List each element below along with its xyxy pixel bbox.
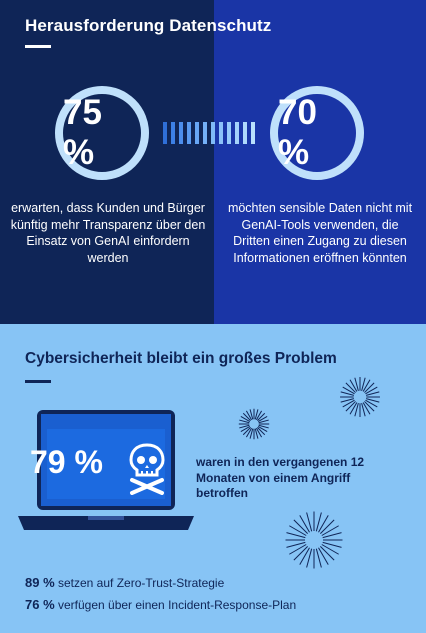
firework-icon — [285, 511, 343, 569]
title-underline — [25, 45, 51, 48]
firework-icon — [340, 377, 380, 417]
section-title-data-protection: Herausforderung Datenschutz — [25, 16, 272, 35]
firework-icon — [238, 408, 270, 440]
fact-item: 89 % setzen auf Zero-Trust-Strategie — [25, 572, 296, 594]
stat-value-right: 70 % — [278, 93, 317, 172]
fact-text: verfügen über einen Incident-Response-Pl… — [57, 598, 297, 612]
stat-ring-right: 70 % — [270, 86, 364, 180]
stat-ring-left: 75 % — [55, 86, 149, 180]
fact-item: 76 % verfügen über einen Incident-Respon… — [25, 594, 296, 616]
fact-value: 89 % — [25, 575, 55, 590]
skull-crossbones-icon — [129, 443, 165, 495]
fact-value: 76 % — [25, 597, 55, 612]
stat-value-main: 79 % — [30, 444, 103, 480]
stat-description-right: möchten sensible Daten nicht mit GenAI-T… — [227, 201, 413, 265]
connector-bars-icon — [163, 122, 255, 144]
fact-text: setzen auf Zero-Trust-Strategie — [57, 576, 225, 590]
title-underline-2 — [25, 380, 51, 383]
stat-description-main: waren in den vergangenen 12 Monaten von … — [196, 455, 365, 500]
stat-description-left: erwarten, dass Kunden und Bürger künftig… — [10, 201, 206, 265]
fact-list: 89 % setzen auf Zero-Trust-Strategie 76 … — [25, 572, 296, 616]
data-protection-section: Herausforderung Datenschutz 75 % 70 % er… — [0, 0, 426, 324]
section-title-cybersecurity: Cybersicherheit bleibt ein großes Proble… — [25, 350, 337, 367]
stat-value-left: 75 % — [63, 93, 102, 172]
